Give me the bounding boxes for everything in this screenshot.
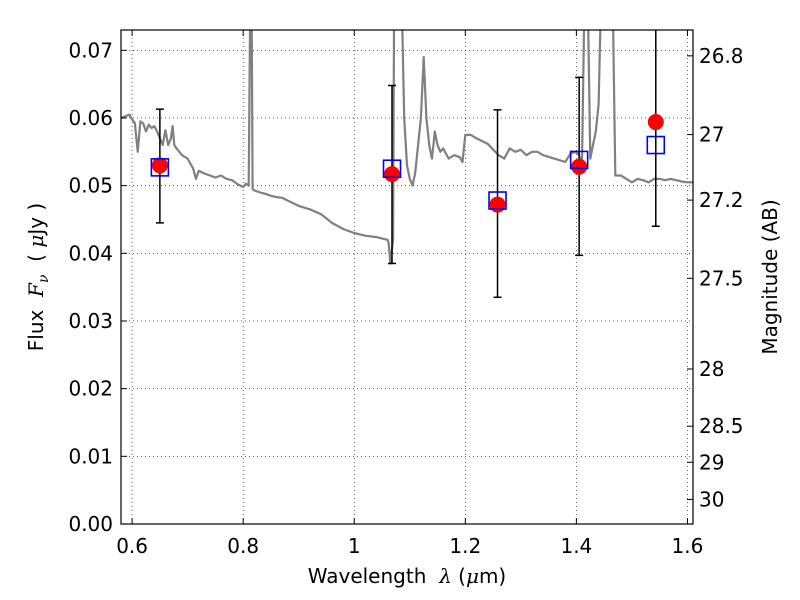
y2-tick-label: 29 [699, 450, 724, 474]
plot-frame [120, 29, 694, 525]
y-tick-label: 0.06 [68, 106, 113, 130]
y-tick-label: 0.05 [68, 174, 113, 198]
grid [121, 30, 693, 524]
error-bars [150, 30, 666, 299]
x-tick-label: 1.4 [560, 534, 592, 558]
y2-tick-label: 26.8 [699, 44, 744, 68]
model-point [569, 150, 589, 170]
observed-point [647, 114, 664, 131]
x-tick-label: 1.6 [672, 534, 704, 558]
observed-point [151, 157, 168, 174]
y2-tick-label: 27.2 [699, 188, 744, 212]
y2-tick-label: 30 [699, 487, 724, 511]
x-tick-label: 0.8 [227, 534, 259, 558]
model-point [488, 191, 507, 210]
x-tick-label: 0.6 [116, 534, 148, 558]
x-axis-title: Wavelength λ (μm) [308, 564, 507, 588]
model-point [646, 135, 666, 155]
x-tick-label: 1 [348, 534, 361, 558]
y2-tick-label: 28.5 [699, 414, 744, 438]
observed-point [571, 158, 588, 175]
y-tick-label: 0.03 [68, 309, 113, 333]
y2-axis-title: Magnitude (AB) [758, 199, 782, 354]
y2-tick-label: 28 [699, 357, 724, 381]
y-tick-label: 0.02 [68, 377, 113, 401]
data-layer [121, 30, 693, 265]
spectrum-line [121, 30, 693, 265]
model-point [382, 159, 402, 179]
y-tick-label: 0.04 [68, 241, 113, 265]
observed-point [489, 196, 506, 213]
y-axis-title: Flux Fν ( μJy ) [24, 203, 52, 351]
y2-tick-label: 27.5 [699, 266, 744, 290]
x-tick-label: 1.2 [449, 534, 481, 558]
y-tick-label: 0.07 [68, 38, 113, 62]
y-tick-label: 0.01 [68, 444, 113, 468]
y-tick-label: 0.00 [68, 512, 113, 536]
model-point [150, 158, 170, 177]
y2-tick-label: 27 [699, 123, 724, 147]
observed-point [384, 166, 401, 183]
ticks: 0.6 0.8 1 1.2 1.4 1.6 0.00 0.01 0.02 0.03 0.04 0.05… [68, 30, 744, 558]
